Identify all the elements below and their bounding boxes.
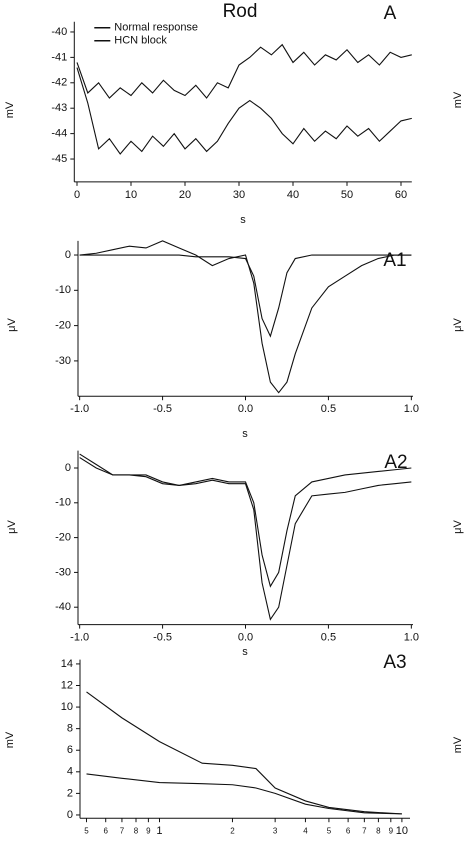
panel-label: A3 xyxy=(383,652,406,673)
y-tick-label: -40 xyxy=(55,601,71,613)
trace xyxy=(79,254,412,338)
y-tick-label: -10 xyxy=(55,497,71,509)
y-axis-label: μV xyxy=(6,318,18,332)
y-axis-label: μV xyxy=(6,520,18,534)
y-tick-label: 8 xyxy=(67,723,73,735)
x-tick-label: 7 xyxy=(120,826,125,835)
x-tick-label: -0.5 xyxy=(153,632,172,644)
x-tick-label: 30 xyxy=(233,189,245,201)
x-tick-label: 50 xyxy=(341,189,353,201)
trace xyxy=(79,457,412,588)
x-tick-label: 20 xyxy=(179,189,191,201)
y-tick-label: -40 xyxy=(51,26,67,38)
y-tick-label: -30 xyxy=(55,355,71,367)
x-tick-label: 6 xyxy=(103,826,108,835)
y-tick-label: 4 xyxy=(67,766,73,778)
edge-label: μV xyxy=(452,520,464,534)
y-tick-label: 10 xyxy=(61,701,73,713)
trace xyxy=(86,691,402,815)
edge-label: mV xyxy=(452,91,464,108)
x-tick-label: 40 xyxy=(287,189,299,201)
edge-label: μV xyxy=(452,318,464,332)
y-tick-label: -10 xyxy=(55,284,71,296)
trace xyxy=(76,67,412,155)
x-tick-label: 8 xyxy=(376,826,381,835)
y-tick-label: -20 xyxy=(55,532,71,544)
x-tick-label: 10 xyxy=(125,189,137,201)
x-tick-label: 0.0 xyxy=(238,403,253,415)
y-tick-label: -45 xyxy=(51,153,67,165)
x-tick-label: 8 xyxy=(134,826,139,835)
y-tick-label: 2 xyxy=(67,787,73,799)
x-tick-label: 1.0 xyxy=(404,632,419,644)
y-tick-label: -42 xyxy=(51,77,67,89)
x-tick-label: 0.5 xyxy=(321,632,336,644)
trace xyxy=(79,240,412,394)
edge-label: mV xyxy=(452,736,464,753)
chart-title: Rod xyxy=(223,1,258,22)
x-tick-label: -1.0 xyxy=(70,632,89,644)
x-tick-label: -0.5 xyxy=(153,403,172,415)
y-tick-label: -43 xyxy=(51,102,67,114)
y-tick-label: 6 xyxy=(67,744,73,756)
y-tick-label: 0 xyxy=(65,249,71,261)
panel-label: A xyxy=(384,3,397,24)
y-tick-label: 14 xyxy=(61,658,73,670)
x-tick-label: 1.0 xyxy=(404,403,419,415)
x-axis-label: s xyxy=(240,214,246,226)
x-tick-label: 1 xyxy=(156,825,162,837)
x-tick-label: 2 xyxy=(230,826,235,835)
trace xyxy=(76,43,412,99)
x-tick-label: -1.0 xyxy=(70,403,89,415)
y-tick-label: -41 xyxy=(51,51,67,63)
x-axis-label: s xyxy=(242,428,248,440)
x-tick-label: 9 xyxy=(146,826,151,835)
y-tick-label: 0 xyxy=(67,809,73,821)
x-tick-label: 0.5 xyxy=(321,403,336,415)
x-tick-label: 5 xyxy=(327,826,332,835)
x-tick-label: 10 xyxy=(396,825,408,837)
trace xyxy=(86,773,402,815)
x-tick-label: 5 xyxy=(84,826,89,835)
y-tick-label: -30 xyxy=(55,566,71,578)
legend-label: Normal response xyxy=(114,22,198,34)
x-tick-label: 6 xyxy=(346,826,351,835)
legend-label: HCN block xyxy=(114,35,167,47)
trace xyxy=(79,453,412,621)
x-tick-label: 0 xyxy=(74,189,80,201)
y-axis-label: mV xyxy=(4,101,16,118)
x-tick-label: 7 xyxy=(362,826,367,835)
panel-label: A2 xyxy=(384,452,407,473)
panel-label: A1 xyxy=(383,250,406,271)
x-tick-label: 4 xyxy=(303,826,308,835)
x-tick-label: 60 xyxy=(395,189,407,201)
x-tick-label: 0.0 xyxy=(238,632,253,644)
x-axis-label: s xyxy=(242,646,248,658)
x-tick-label: 3 xyxy=(273,826,278,835)
x-tick-label: 9 xyxy=(389,826,394,835)
y-tick-label: -20 xyxy=(55,320,71,332)
y-tick-label: 12 xyxy=(61,679,73,691)
y-tick-label: 0 xyxy=(65,462,71,474)
y-tick-label: -44 xyxy=(51,128,67,140)
y-axis-label: mV xyxy=(4,731,16,748)
